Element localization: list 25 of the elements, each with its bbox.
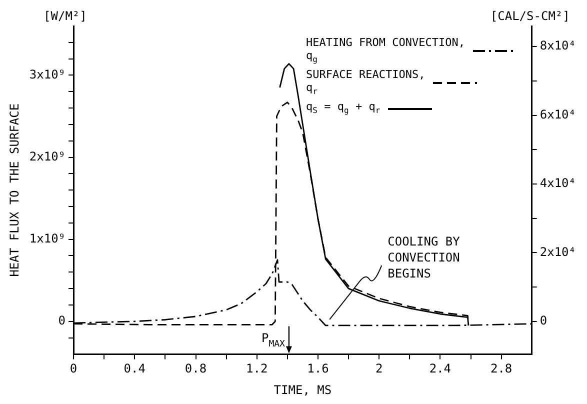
text: [W/M²]	[44, 9, 87, 23]
legend-label: q$_{S}$ = q$_{g}$ + q$_{r}$	[306, 100, 380, 118]
y-axis-title: HEAT FLUX TO THE SURFACE	[7, 103, 22, 277]
x-tick-label: 0	[70, 362, 78, 376]
y-tick-label: 1x10⁹	[29, 231, 66, 246]
y-tick-label: 0	[58, 314, 66, 328]
y2-tick-label: 2x10⁴	[540, 244, 576, 259]
x-tick-label: 1.6	[307, 362, 329, 376]
y2-tick-label: 0	[540, 314, 548, 328]
y2-tick-label: 6x10⁴	[540, 107, 576, 122]
annotation: COOLING BY CONVECTION BEGINS	[388, 234, 461, 280]
y-tick-label: 2x10⁹	[29, 149, 66, 164]
text: [CAL/S-CM²]	[490, 9, 570, 23]
y-tick-label: 3x10⁹	[29, 67, 66, 82]
x-tick-label: 2	[375, 362, 383, 376]
y2-tick-label: 8x10⁴	[540, 38, 576, 53]
x-axis-title: TIME, MS	[274, 382, 332, 397]
x-tick-label: 0.8	[184, 362, 207, 376]
x-tick-label: 0.4	[124, 362, 146, 376]
legend-label: HEATING FROM CONVECTION, q$_{g}$	[306, 36, 465, 66]
y2-tick-label: 4x10⁴	[540, 176, 576, 190]
x-tick-label: 1.2	[246, 362, 268, 376]
legend-label: SURFACE REACTIONS, q$_{r}$	[306, 68, 426, 98]
x-tick-label: 2.4	[429, 362, 452, 376]
x-tick-label: 2.8	[490, 362, 512, 376]
